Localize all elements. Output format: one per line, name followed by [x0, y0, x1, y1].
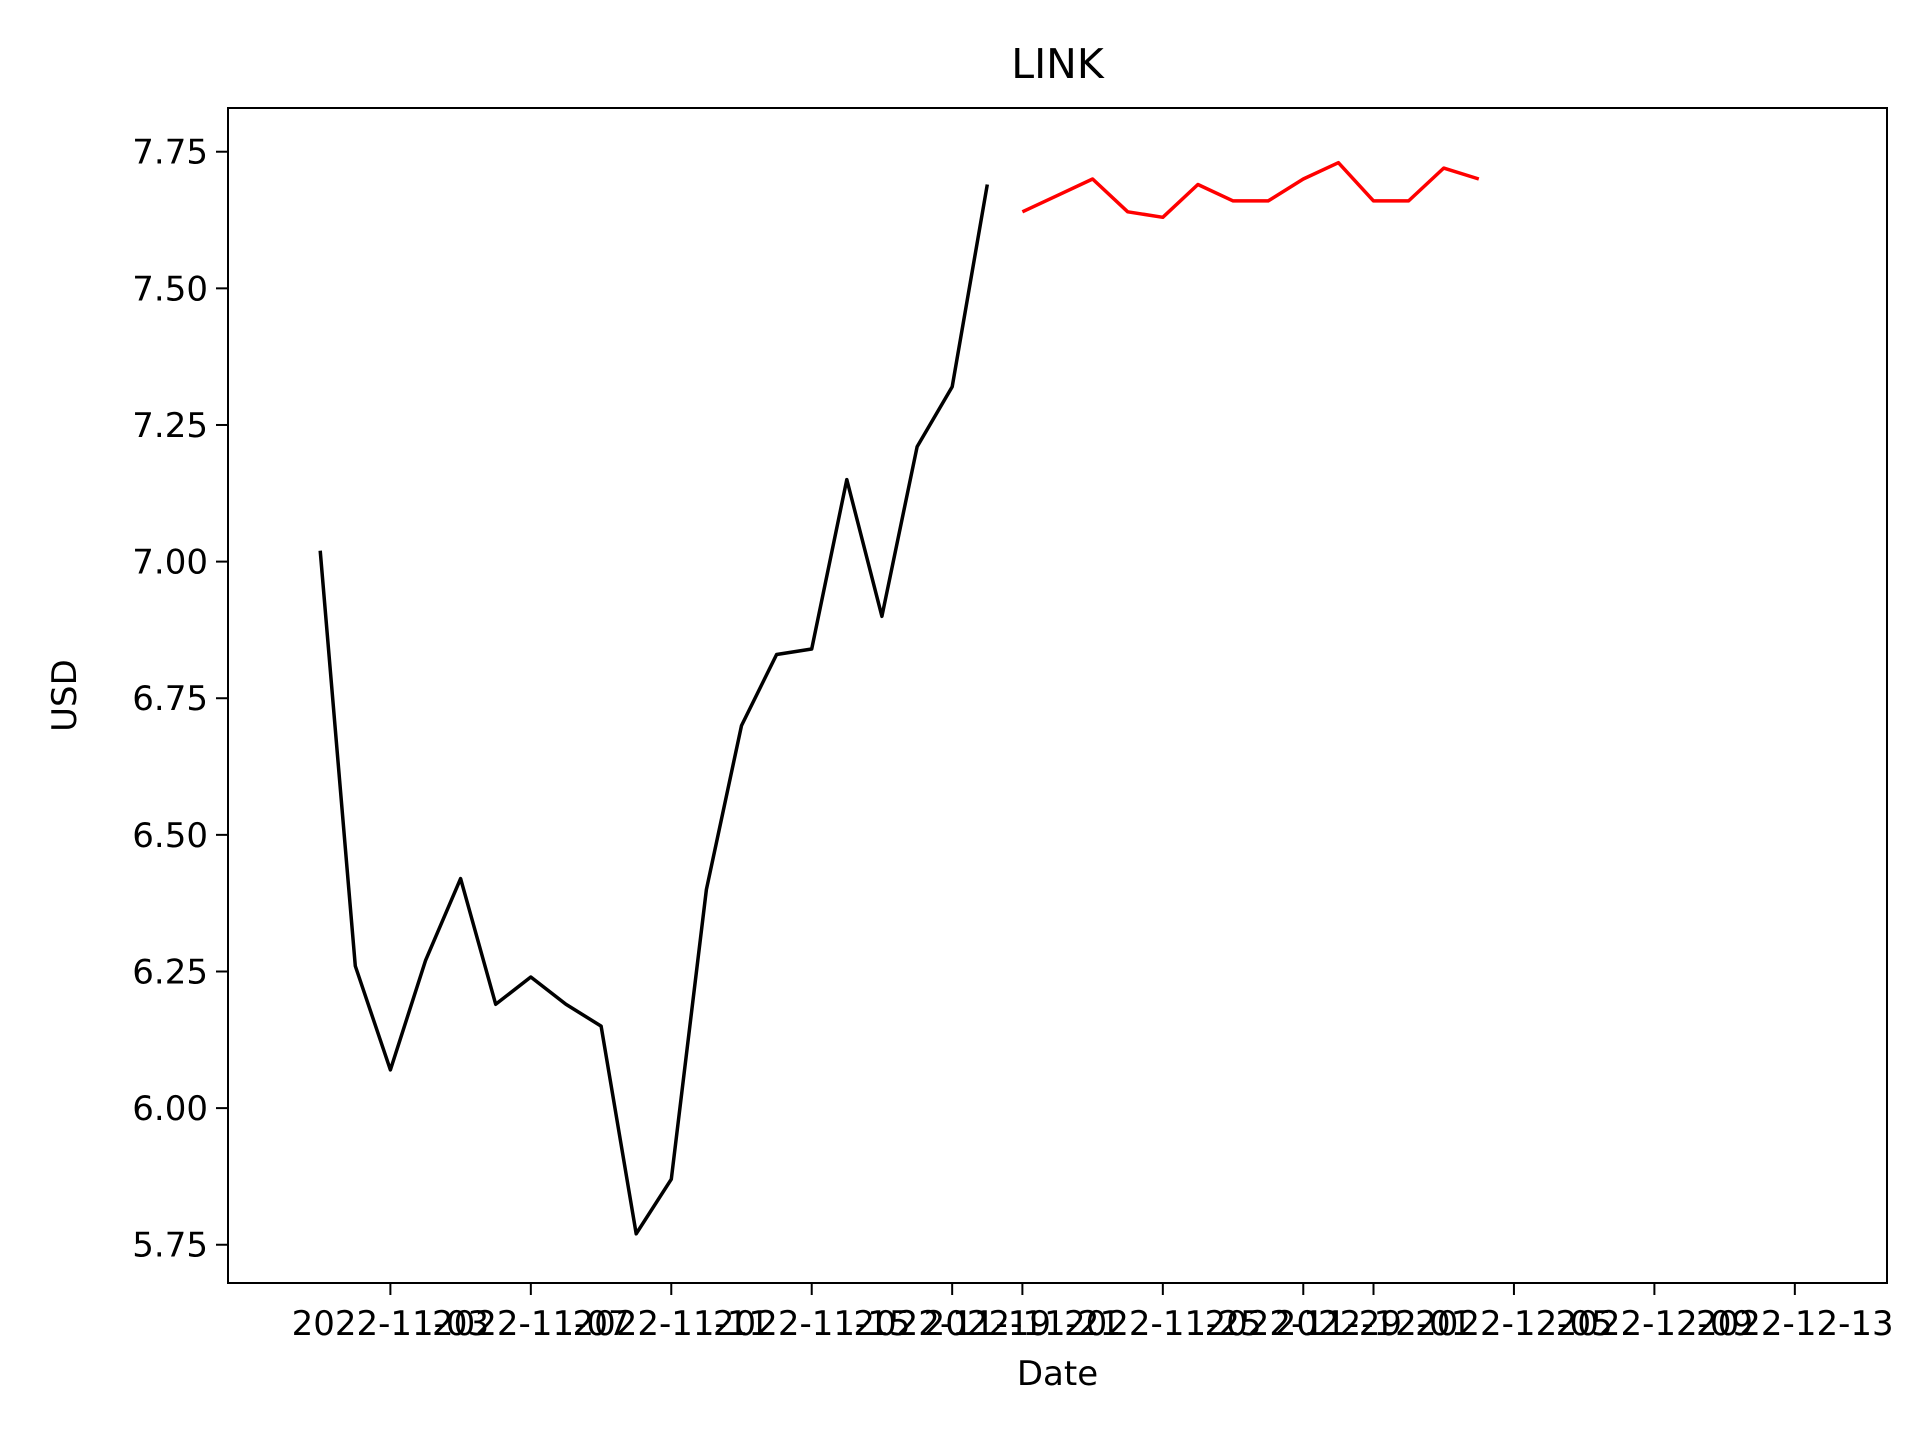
x-tick-label: 2022-11-29 — [1204, 1304, 1402, 1344]
x-tick-label: 2022-12-01 — [1275, 1304, 1473, 1344]
y-tick-label: 6.25 — [132, 952, 208, 992]
x-tick-label: 2022-11-11 — [572, 1304, 770, 1344]
series-layer — [318, 160, 1480, 1236]
y-tick-label: 6.75 — [132, 679, 208, 719]
x-tick-label: 2022-11-25 — [1064, 1304, 1262, 1344]
x-tick-label: 2022-11-03 — [292, 1304, 490, 1344]
x-tick-label: 2022-11-07 — [432, 1304, 630, 1344]
y-tick-label: 7.50 — [132, 269, 208, 309]
x-tick-label: 2022-11-19 — [853, 1304, 1051, 1344]
y-tick-label: 6.50 — [132, 816, 208, 856]
x-axis-ticks: 2022-11-032022-11-072022-11-112022-11-15… — [292, 1283, 1894, 1344]
chart-title: LINK — [1011, 40, 1105, 88]
series-line-2 — [1021, 160, 1480, 220]
y-tick-label: 5.75 — [132, 1226, 208, 1266]
x-axis-title: Date — [1017, 1354, 1098, 1394]
y-tick-label: 6.00 — [132, 1089, 208, 1129]
series-line-1 — [318, 184, 990, 1236]
plot-frame — [227, 107, 1888, 1284]
x-tick-label: 2022-11-15 — [713, 1304, 911, 1344]
y-axis-title: USD — [45, 659, 85, 732]
x-tick-label: 2022-12-05 — [1415, 1304, 1613, 1344]
x-tick-label: 2022-11-21 — [924, 1304, 1122, 1344]
y-tick-label: 7.00 — [132, 543, 208, 583]
y-tick-label: 7.75 — [132, 133, 208, 173]
x-tick-label: 2022-12-09 — [1556, 1304, 1754, 1344]
y-axis-ticks: 5.75 6.00 6.25 6.50 6.75 7.00 7.25 7.50 7.75 — [132, 133, 228, 1266]
y-tick-label: 7.25 — [132, 406, 208, 446]
x-tick-label: 2022-12-13 — [1696, 1304, 1894, 1344]
